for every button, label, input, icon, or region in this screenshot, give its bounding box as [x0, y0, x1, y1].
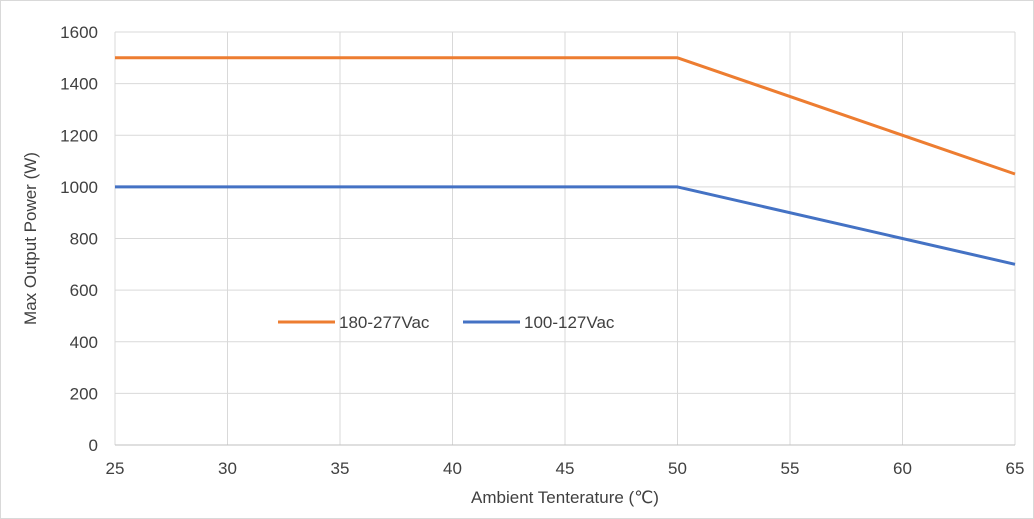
gridlines — [114, 31, 1016, 445]
x-tick-label: 55 — [781, 459, 800, 478]
x-tick-label: 45 — [556, 459, 575, 478]
y-tick-label: 1000 — [60, 178, 98, 197]
series-line-1 — [115, 185, 1016, 266]
y-tick-label: 600 — [70, 281, 98, 300]
y-tick-label: 1400 — [60, 75, 98, 94]
x-tick-label: 30 — [218, 459, 237, 478]
y-tick-label: 1600 — [60, 23, 98, 42]
x-tick-label: 60 — [893, 459, 912, 478]
x-tick-labels: 25 30 35 40 45 50 55 60 65 — [106, 459, 1025, 478]
y-axis-title: Max Output Power (W) — [21, 152, 40, 325]
y-tick-label: 200 — [70, 384, 98, 403]
y-tick-label: 800 — [70, 230, 98, 249]
series-line-0 — [115, 56, 1016, 176]
series-lines — [115, 56, 1016, 266]
legend-label-180-277vac: 180-277Vac — [339, 313, 430, 332]
legend: 180-277Vac 100-127Vac — [278, 313, 615, 332]
x-tick-label: 50 — [668, 459, 687, 478]
legend-label-100-127vac: 100-127Vac — [524, 313, 615, 332]
x-tick-label: 40 — [443, 459, 462, 478]
x-tick-label: 65 — [1006, 459, 1025, 478]
x-axis-title: Ambient Tenterature (℃) — [471, 488, 659, 507]
y-tick-label: 0 — [89, 436, 98, 455]
y-tick-label: 1200 — [60, 126, 98, 145]
y-tick-label: 400 — [70, 333, 98, 352]
x-tick-label: 25 — [106, 459, 125, 478]
y-tick-labels: 0 200 400 600 800 1000 1200 1400 1600 — [60, 23, 98, 455]
x-tick-label: 35 — [331, 459, 350, 478]
